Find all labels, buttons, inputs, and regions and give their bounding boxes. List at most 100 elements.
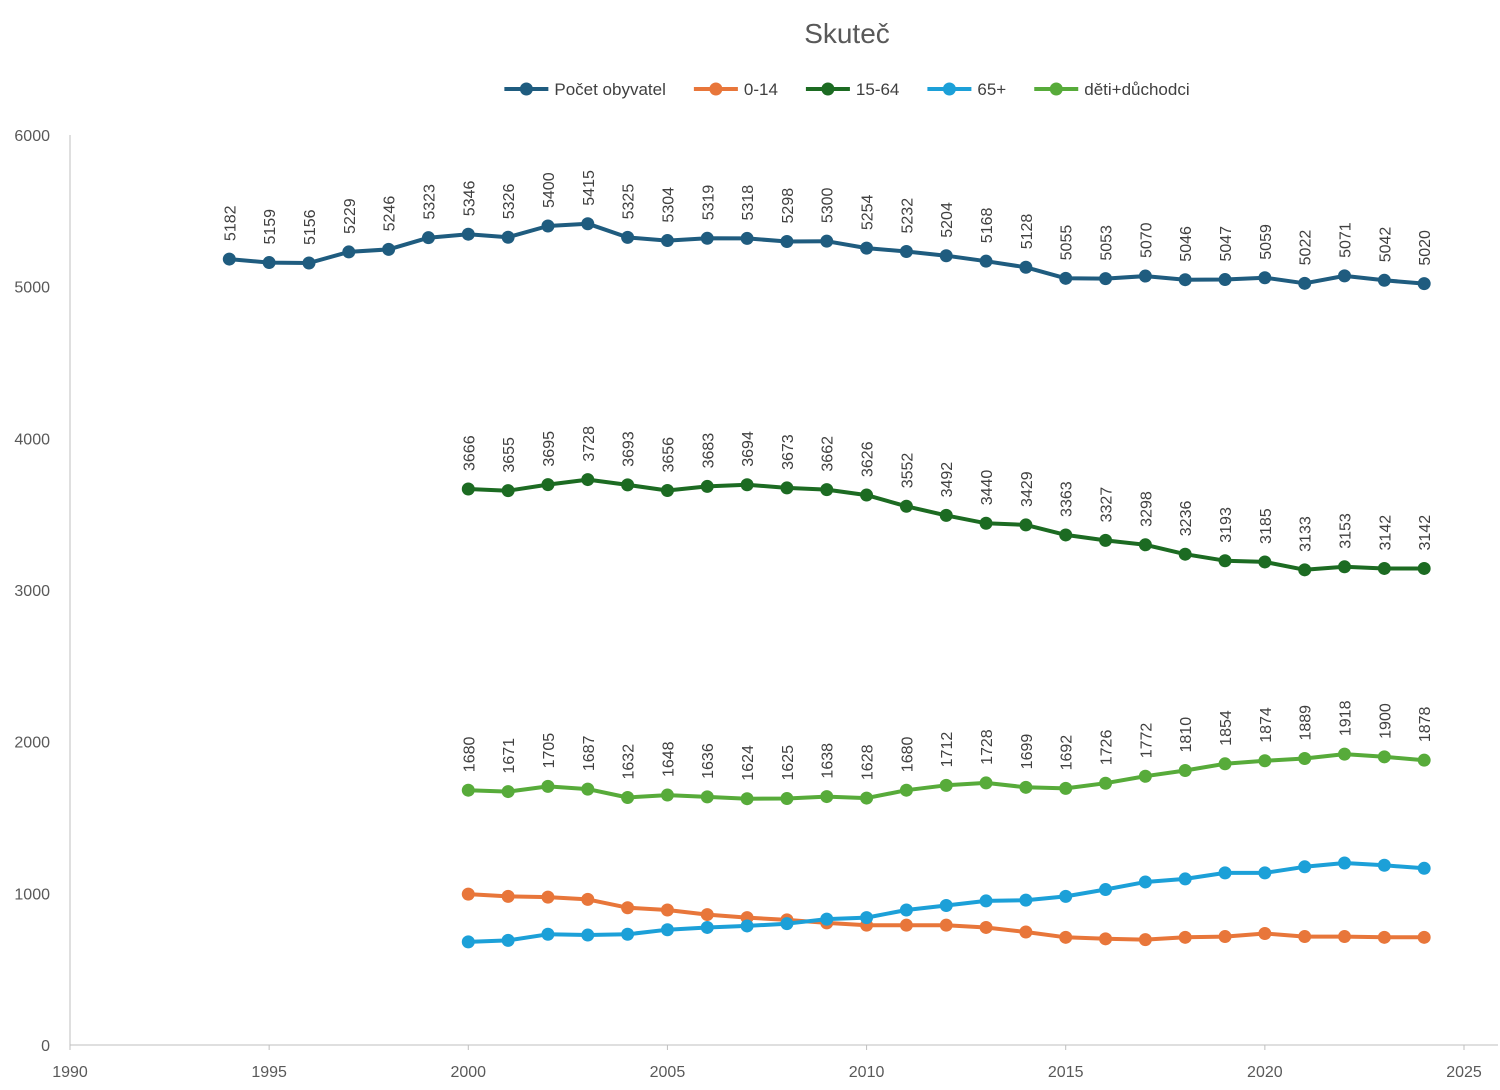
data-point-pocet-obyvatel [860,241,874,255]
data-point-0-14 [939,918,953,932]
data-label-deti-duchodci: 1628 [860,744,877,780]
data-point-0-14 [1099,932,1113,946]
data-point-15-64 [1138,538,1152,552]
data-point-65 [1298,860,1312,874]
data-point-deti-duchodci [501,785,515,799]
data-point-65 [1138,875,1152,889]
data-point-15-64 [1417,561,1431,575]
y-tick-label: 5000 [14,280,50,297]
data-point-65 [939,898,953,912]
data-label-15-64: 3440 [979,470,996,506]
data-label-pocet-obyvatel: 5325 [621,184,638,220]
data-point-deti-duchodci [581,782,595,796]
y-tick-label: 4000 [14,431,50,448]
data-point-65 [541,927,555,941]
data-label-pocet-obyvatel: 5254 [860,194,877,230]
data-point-deti-duchodci [1059,781,1073,795]
data-label-deti-duchodci: 1687 [581,735,598,771]
legend-label: děti+důchodci [1084,80,1189,99]
y-tick-label: 2000 [14,735,50,752]
data-point-pocet-obyvatel [740,231,754,245]
data-point-pocet-obyvatel [621,230,635,244]
plot-area: 5182 5159 5156 5229 5246 5323 5346 5326 5400 5415… [222,170,1434,949]
data-label-15-64: 3153 [1338,513,1355,549]
data-point-0-14 [1019,925,1033,939]
data-label-deti-duchodci: 1705 [541,733,558,769]
legend-label: 15-64 [856,80,899,99]
data-point-deti-duchodci [740,792,754,806]
data-label-deti-duchodci: 1726 [1099,730,1116,766]
data-point-15-64 [541,478,555,492]
data-label-deti-duchodci: 1772 [1138,723,1155,759]
data-label-deti-duchodci: 1889 [1298,705,1315,741]
data-label-deti-duchodci: 1692 [1059,735,1076,771]
data-point-65 [621,927,635,941]
data-point-pocet-obyvatel [581,217,595,231]
legend-item-15-64: 15-64 [805,80,899,99]
series-15-64: 3666 3655 3695 3728 3693 3656 3683 3694 3673 3662… [461,426,1434,577]
data-label-deti-duchodci: 1699 [1019,734,1036,770]
data-label-pocet-obyvatel: 5323 [421,184,438,220]
legend-swatch-marker [519,82,533,96]
data-label-pocet-obyvatel: 5300 [820,187,837,223]
data-label-deti-duchodci: 1854 [1218,710,1235,746]
data-point-0-14 [541,890,555,904]
data-point-pocet-obyvatel [820,234,834,248]
data-point-pocet-obyvatel [222,252,236,266]
data-point-0-14 [1218,930,1232,944]
data-point-65 [820,912,834,926]
data-point-deti-duchodci [899,783,913,797]
series-0-14 [461,887,1431,947]
data-label-deti-duchodci: 1638 [820,743,837,779]
data-label-deti-duchodci: 1636 [700,743,717,779]
data-point-15-64 [820,483,834,497]
data-label-pocet-obyvatel: 5304 [660,187,677,223]
legend-label: Počet obyvatel [554,80,666,99]
data-point-0-14 [621,901,635,915]
data-point-pocet-obyvatel [382,242,396,256]
data-point-deti-duchodci [979,776,993,790]
data-label-15-64: 3662 [820,436,837,472]
legend-item-0-14: 0-14 [693,80,778,99]
data-point-0-14 [1338,930,1352,944]
data-label-15-64: 3673 [780,434,797,470]
data-point-deti-duchodci [1338,747,1352,761]
data-point-15-64 [700,479,714,493]
data-point-deti-duchodci [939,778,953,792]
data-label-deti-duchodci: 1624 [740,745,757,781]
data-label-15-64: 3133 [1298,516,1315,552]
data-point-pocet-obyvatel [421,231,435,245]
data-point-65 [1417,861,1431,875]
x-tick-label: 2015 [1048,1064,1084,1081]
data-point-65 [1338,856,1352,870]
data-point-0-14 [581,892,595,906]
data-point-15-64 [1059,528,1073,542]
data-label-15-64: 3695 [541,431,558,467]
data-point-0-14 [899,918,913,932]
data-point-15-64 [501,484,515,498]
y-tick-label: 0 [41,1038,50,1055]
data-label-15-64: 3236 [1178,501,1195,537]
data-label-15-64: 3298 [1138,491,1155,527]
data-label-pocet-obyvatel: 5042 [1377,227,1394,263]
data-point-0-14 [501,889,515,903]
data-point-65 [700,920,714,934]
data-label-pocet-obyvatel: 5298 [780,188,797,224]
data-point-65 [1099,883,1113,897]
data-point-deti-duchodci [1218,757,1232,771]
data-label-deti-duchodci: 1874 [1258,707,1275,743]
data-point-pocet-obyvatel [1377,273,1391,287]
data-point-15-64 [979,516,993,530]
legend-item-65: 65+ [927,80,1006,99]
data-label-15-64: 3193 [1218,507,1235,543]
data-point-pocet-obyvatel [939,249,953,263]
data-label-deti-duchodci: 1712 [939,732,956,768]
data-point-pocet-obyvatel [302,256,316,270]
data-label-pocet-obyvatel: 5071 [1338,222,1355,258]
data-point-pocet-obyvatel [1298,276,1312,290]
data-point-15-64 [780,481,794,495]
data-label-deti-duchodci: 1671 [501,738,518,774]
data-point-0-14 [1178,930,1192,944]
data-point-0-14 [979,920,993,934]
data-point-65 [1377,858,1391,872]
